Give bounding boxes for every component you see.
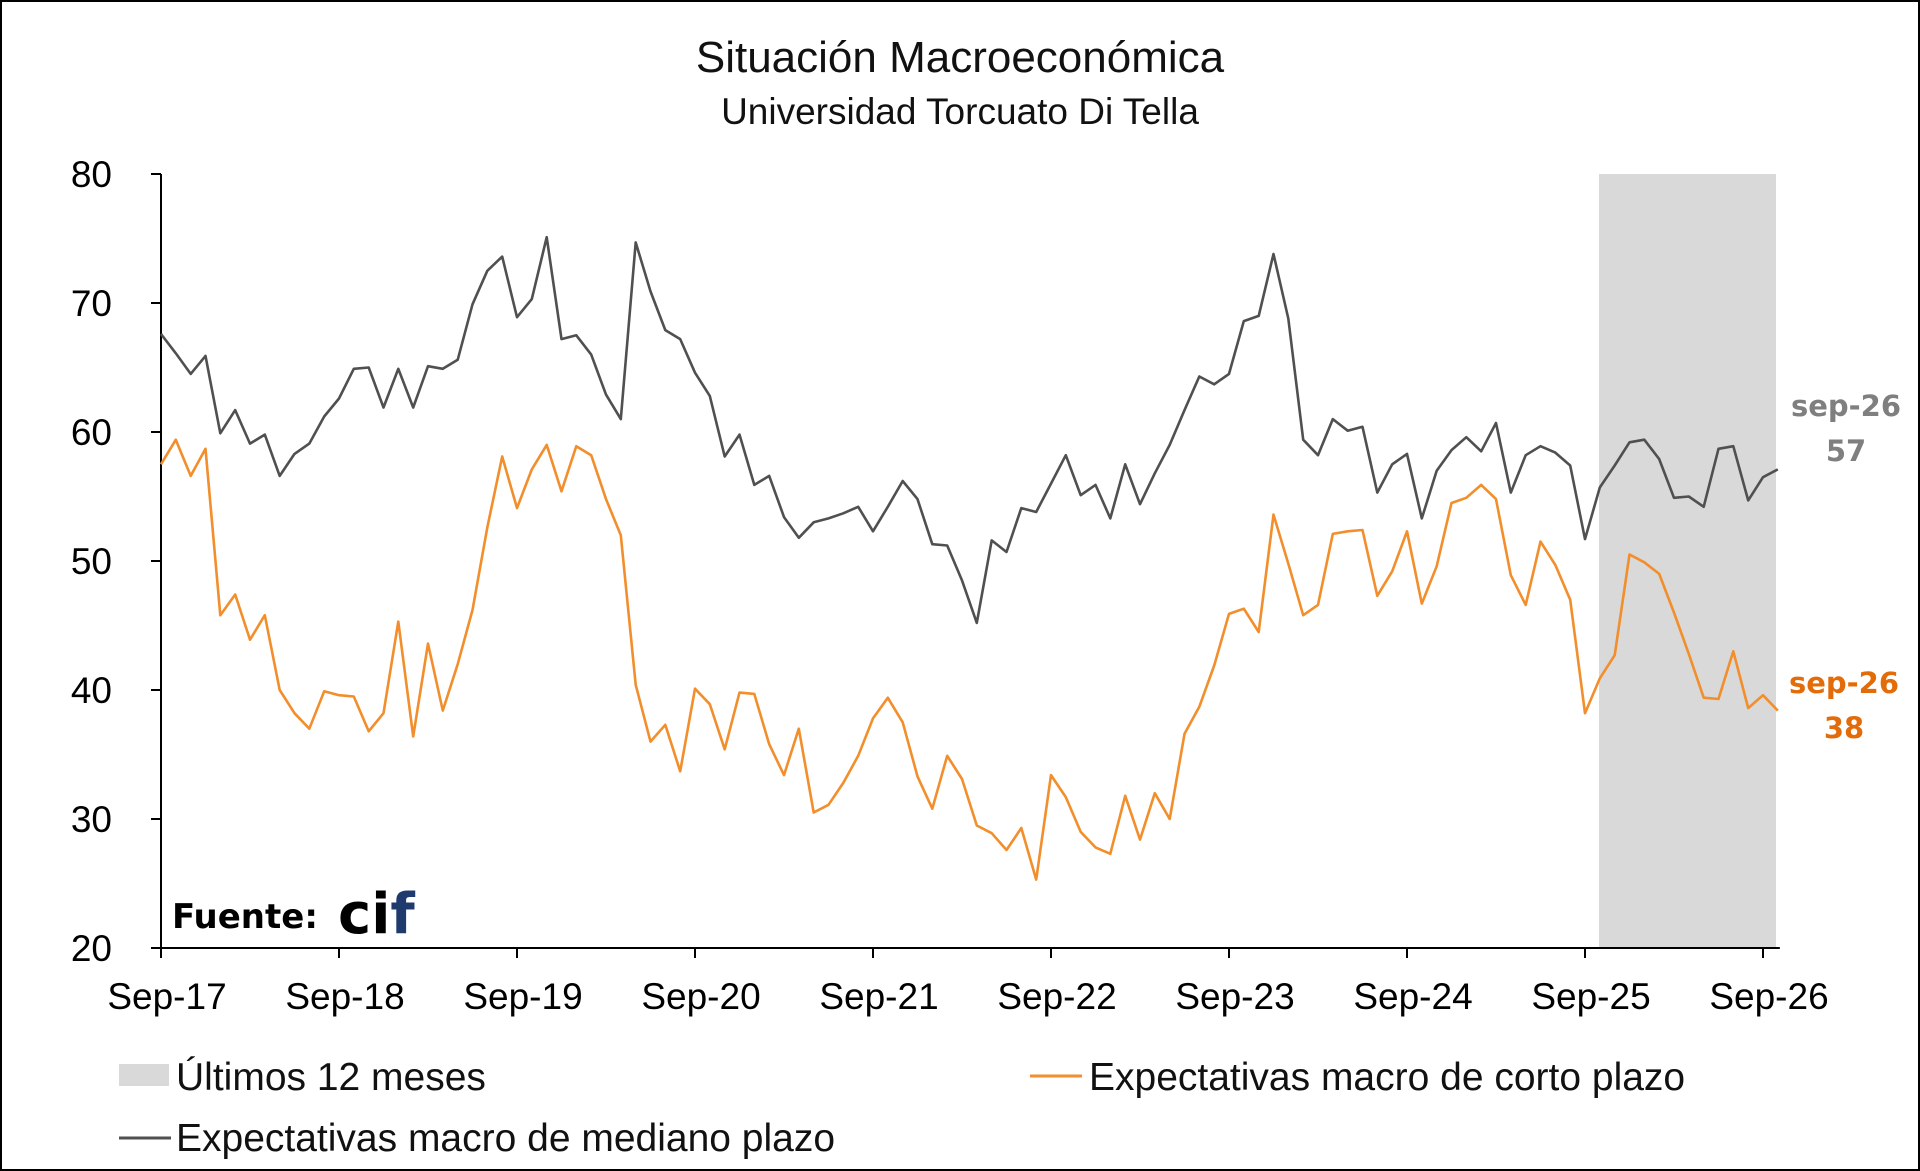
y-axis: 20 30 40 50 60 70 80 — [71, 154, 162, 969]
x-tick-label: Sep-25 — [1531, 976, 1650, 1017]
x-tick-label: Sep-22 — [997, 976, 1116, 1017]
end-label-corto-value: 38 — [1824, 711, 1864, 745]
end-label-mediano-date: sep-26 — [1791, 389, 1901, 423]
y-tick-label: 40 — [71, 670, 112, 711]
end-label-corto-date: sep-26 — [1789, 666, 1899, 700]
chart-subtitle: Universidad Torcuato Di Tella — [721, 91, 1199, 132]
y-tick-label: 70 — [71, 283, 112, 324]
line-corto-plazo — [159, 438, 1779, 881]
legend: Últimos 12 meses Expectativas macro de c… — [119, 1056, 1685, 1160]
x-tick-label: Sep-26 — [1709, 976, 1828, 1017]
source-logo: cif — [338, 882, 415, 947]
x-tick-label: Sep-23 — [1175, 976, 1294, 1017]
end-label-mediano-value: 57 — [1826, 434, 1866, 468]
y-tick-label: 60 — [71, 412, 112, 453]
source-label: Fuente: — [172, 897, 318, 937]
y-tick-label: 30 — [71, 799, 112, 840]
legend-swatch-highlight — [119, 1064, 169, 1086]
x-tick-label: Sep-17 — [107, 976, 226, 1017]
line-mediano-plazo — [159, 235, 1779, 625]
chart-title: Situación Macroeconómica — [696, 33, 1225, 82]
logo-part-ci: ci — [338, 882, 390, 947]
x-axis: Sep-17 Sep-18 Sep-19 Sep-20 Sep-21 Sep-22 Sep-… — [107, 947, 1829, 1017]
legend-label-mediano: Expectativas macro de mediano plazo — [176, 1117, 835, 1160]
highlight-band — [1599, 174, 1776, 948]
x-tick-label: Sep-24 — [1353, 976, 1472, 1017]
y-tick-label: 80 — [71, 154, 112, 195]
y-tick-label: 20 — [71, 928, 112, 969]
legend-label-highlight: Últimos 12 meses — [176, 1056, 486, 1099]
legend-label-corto: Expectativas macro de corto plazo — [1089, 1056, 1685, 1099]
x-tick-label: Sep-21 — [819, 976, 938, 1017]
x-tick-label: Sep-20 — [641, 976, 760, 1017]
x-tick-label: Sep-19 — [463, 976, 582, 1017]
y-tick-label: 50 — [71, 541, 112, 582]
logo-part-f: f — [390, 882, 415, 947]
x-tick-label: Sep-18 — [285, 976, 404, 1017]
